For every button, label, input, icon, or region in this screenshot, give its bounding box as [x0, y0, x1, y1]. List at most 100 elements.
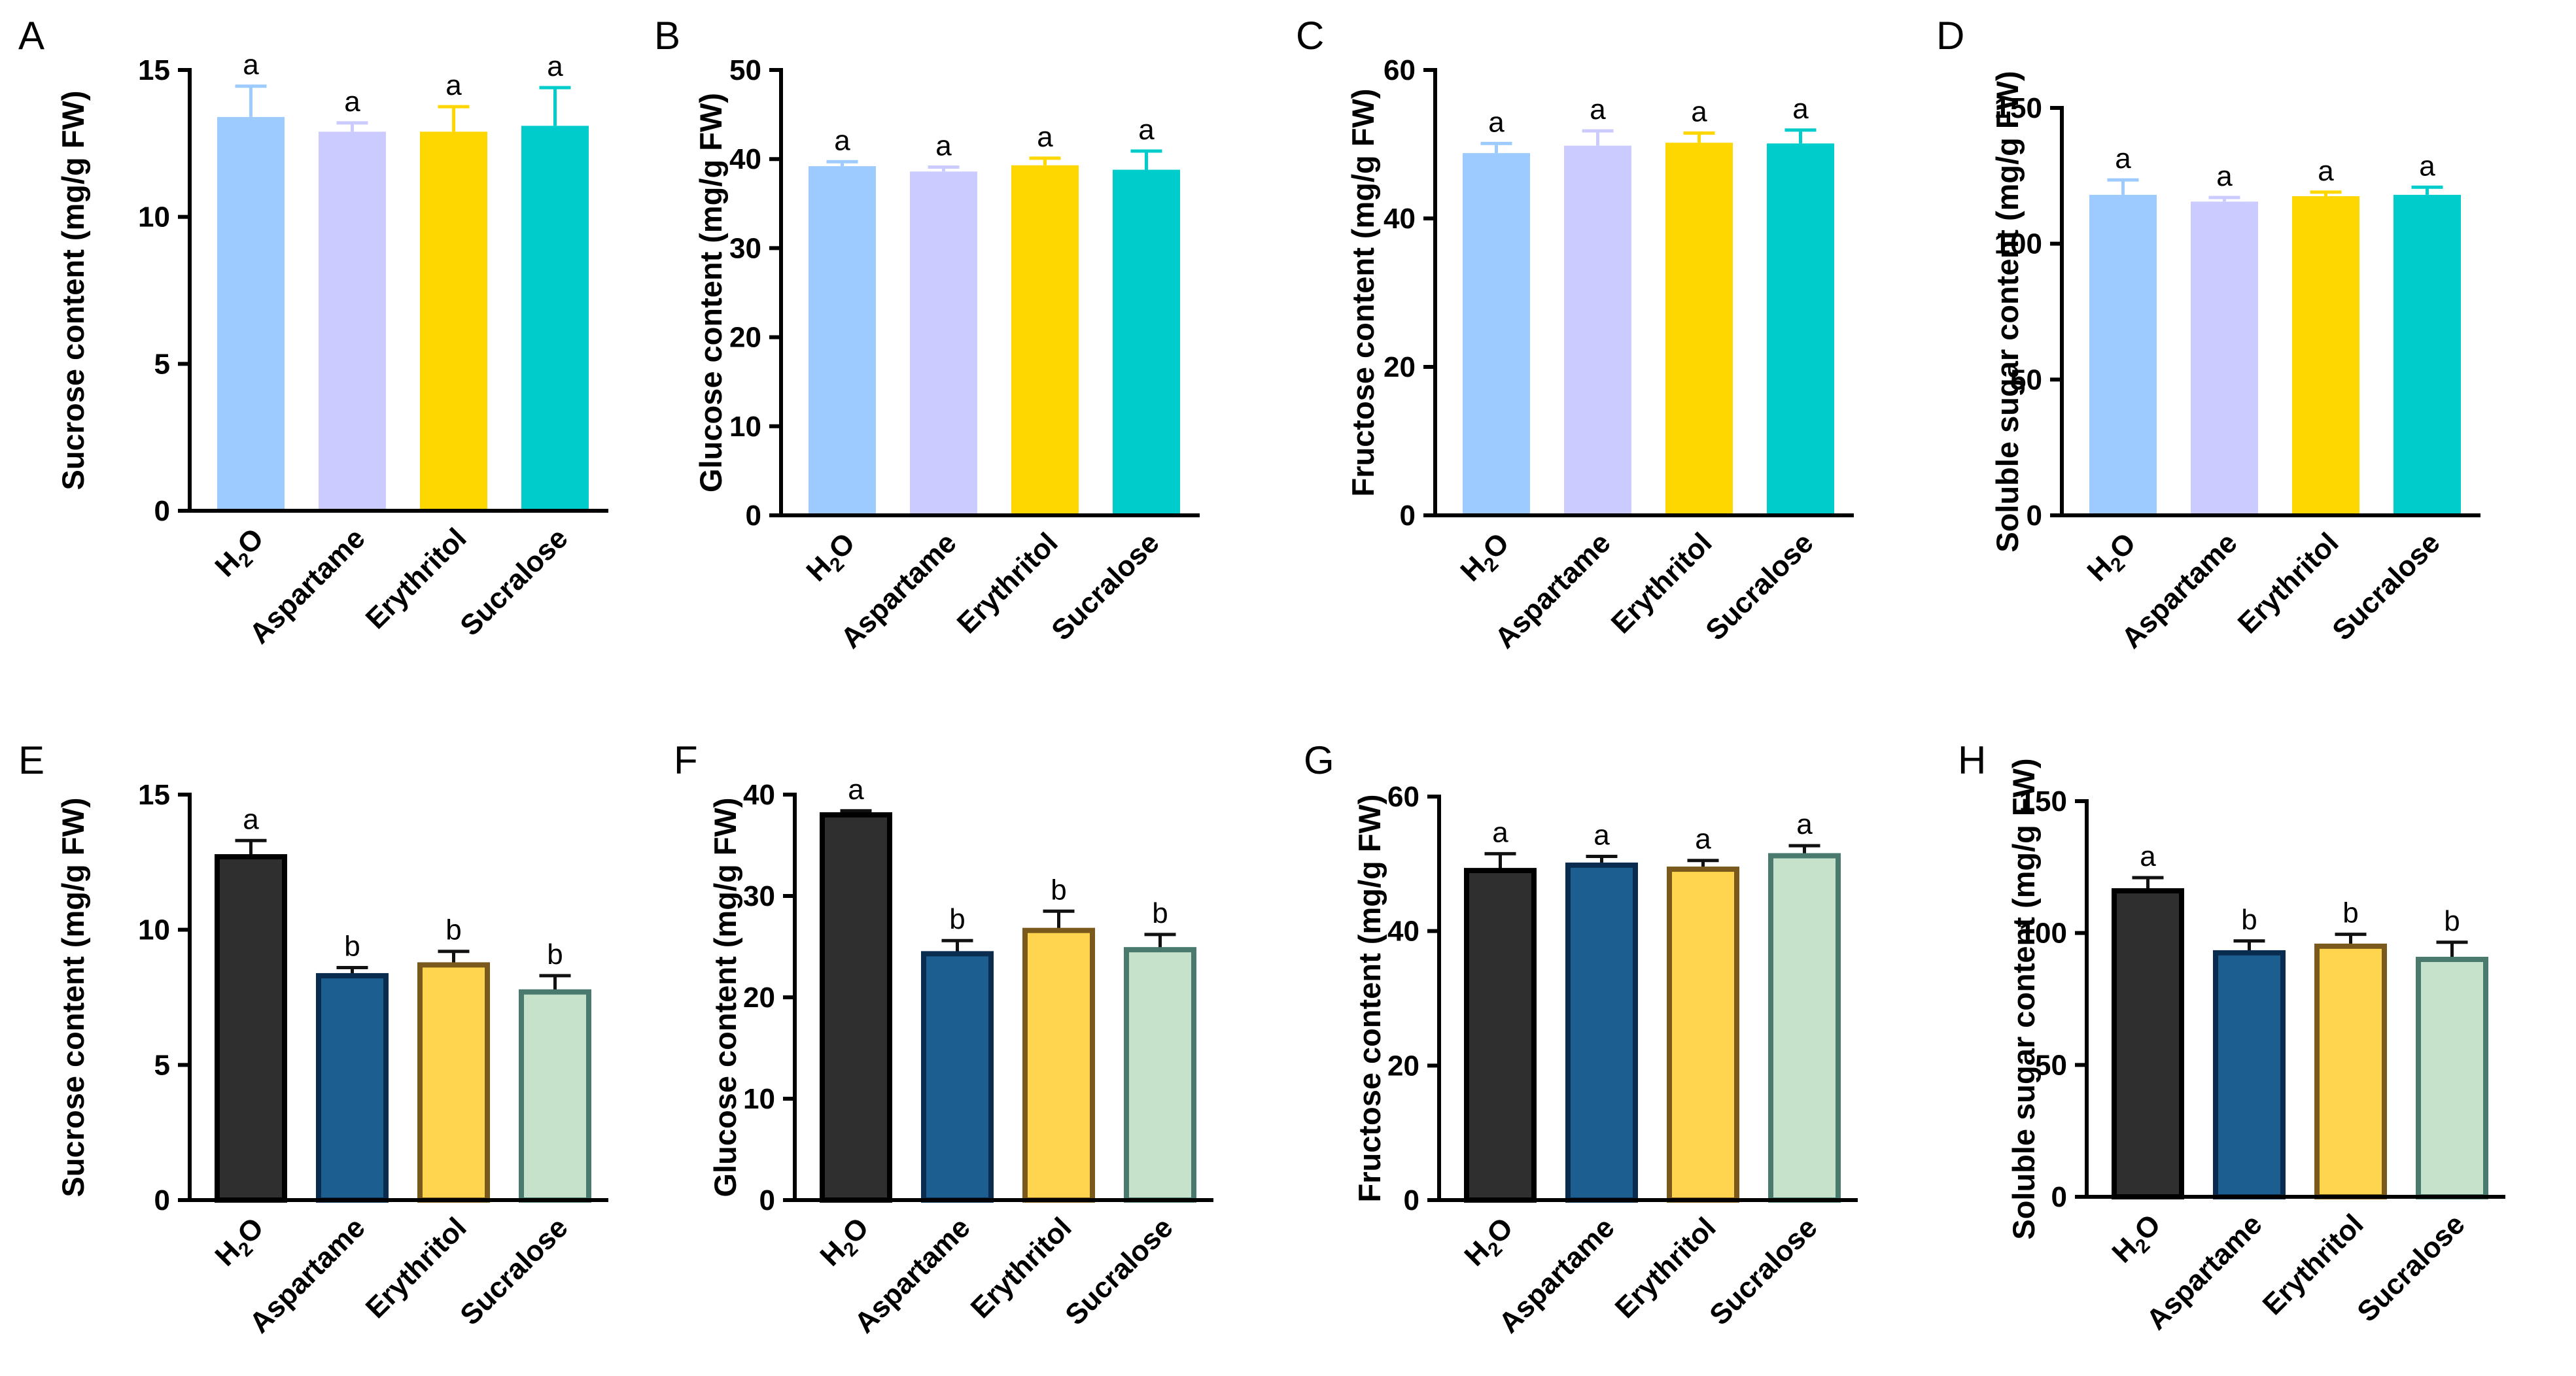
y-tick-label: 10 — [743, 1083, 775, 1115]
bar — [1665, 143, 1733, 516]
bar — [217, 116, 285, 511]
significance-letter: b — [2241, 904, 2257, 936]
y-tick-label: 0 — [1400, 500, 1416, 532]
bar — [2314, 943, 2387, 1200]
significance-letter: a — [547, 50, 563, 82]
category-label: Sucralose — [1045, 526, 1165, 646]
y-tick-label: 40 — [1384, 203, 1416, 235]
category-label: H2O — [1454, 526, 1518, 591]
significance-letter: a — [2140, 840, 2156, 872]
significance-letter: b — [344, 931, 360, 963]
category-label: H2O — [1458, 1211, 1522, 1275]
significance-letter: a — [935, 129, 952, 162]
y-axis-label: Sucrose content (mg/g FW) — [56, 798, 90, 1197]
bar — [215, 854, 287, 1203]
category-label: Sucralose — [1703, 1211, 1823, 1331]
bar — [2292, 196, 2359, 515]
bar — [316, 972, 389, 1203]
category-label: H2O — [209, 1211, 273, 1275]
bar — [921, 951, 994, 1203]
significance-letter: b — [1051, 874, 1066, 906]
bar — [1464, 868, 1537, 1203]
bar — [1667, 867, 1739, 1203]
category-label: Sucralose — [454, 1211, 574, 1331]
significance-letter: a — [1138, 114, 1155, 146]
bar — [1124, 947, 1196, 1203]
bar — [519, 989, 591, 1203]
y-tick-label: 150 — [2019, 785, 2067, 817]
y-tick-label: 10 — [729, 411, 761, 443]
significance-letter: a — [2318, 155, 2334, 187]
y-tick-label: 60 — [1387, 781, 1419, 813]
panel-letter: F — [674, 738, 698, 782]
y-tick-label: 0 — [154, 1184, 170, 1216]
significance-letter: a — [1796, 808, 1813, 840]
panel-letter: H — [1958, 738, 1986, 782]
bar — [319, 131, 386, 511]
bar — [1767, 143, 1834, 516]
y-tick-label: 40 — [743, 779, 775, 811]
y-tick-label: 50 — [729, 54, 761, 86]
y-tick-label: 0 — [154, 495, 170, 527]
y-tick-label: 60 — [1384, 54, 1416, 86]
y-axis-label: Fructose content (mg/g FW) — [1352, 794, 1387, 1202]
y-tick-label: 5 — [154, 1049, 170, 1081]
y-tick-label: 10 — [138, 201, 170, 233]
bar — [2112, 888, 2184, 1199]
y-tick-label: 150 — [1994, 92, 2042, 124]
significance-letter: a — [445, 69, 462, 101]
y-tick-label: 30 — [729, 232, 761, 264]
significance-letter: a — [243, 803, 259, 835]
significance-letter: a — [1590, 94, 1606, 126]
bar — [1564, 145, 1631, 515]
y-tick-label: 20 — [1384, 351, 1416, 383]
bar — [2416, 957, 2488, 1199]
panel-letter: G — [1304, 738, 1334, 782]
category-label: Sucralose — [454, 522, 574, 642]
category-label: H2O — [209, 522, 273, 586]
y-tick-label: 50 — [2035, 1049, 2067, 1081]
y-tick-label: 15 — [138, 54, 170, 86]
significance-letter: a — [2115, 143, 2131, 175]
bar — [809, 166, 876, 515]
bar — [1463, 153, 1530, 515]
bar — [2089, 194, 2157, 515]
y-tick-label: 30 — [743, 880, 775, 912]
category-label: H2O — [814, 1211, 878, 1275]
y-tick-label: 20 — [1387, 1050, 1419, 1082]
category-label: H2O — [800, 526, 864, 591]
significance-letter: a — [834, 124, 850, 156]
panel-letter: E — [18, 738, 44, 782]
significance-letter: a — [1492, 816, 1508, 848]
bar — [2393, 194, 2461, 515]
y-tick-label: 20 — [743, 982, 775, 1014]
y-tick-label: 5 — [154, 348, 170, 380]
bar — [1768, 853, 1841, 1203]
category-label: Sucralose — [2326, 526, 2446, 646]
panel-letter: B — [654, 14, 680, 58]
y-tick-label: 0 — [2027, 500, 2042, 532]
y-tick-label: 40 — [729, 143, 761, 175]
significance-letter: b — [445, 914, 461, 946]
significance-letter: b — [2444, 905, 2460, 937]
bar — [417, 962, 490, 1203]
y-axis-label: Fructose content (mg/g FW) — [1346, 88, 1380, 496]
y-tick-label: 10 — [138, 914, 170, 946]
bar — [1113, 169, 1180, 515]
y-axis-label: Sucrose content (mg/g FW) — [56, 91, 90, 490]
y-axis-label: Glucose content (mg/g FW) — [693, 93, 728, 492]
panel-h: H Soluble sugar content (mg/g FW) aH2ObAsp… — [1958, 738, 2505, 1336]
bar — [910, 171, 977, 515]
bar — [521, 126, 589, 511]
panel-letter: A — [18, 14, 44, 58]
category-label: Sucralose — [1059, 1211, 1179, 1331]
y-tick-label: 40 — [1387, 916, 1419, 948]
y-tick-label: 100 — [1994, 228, 2042, 260]
